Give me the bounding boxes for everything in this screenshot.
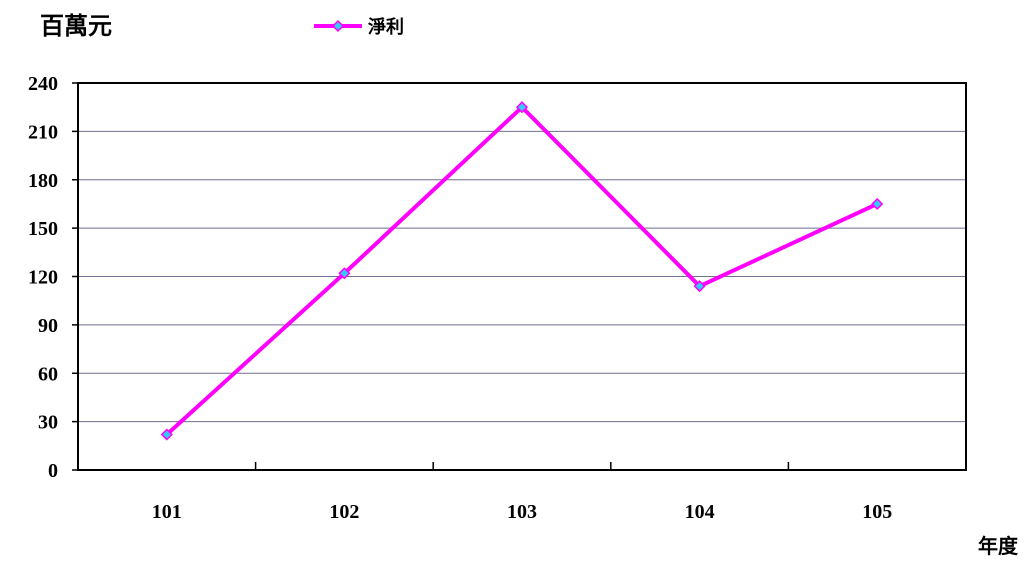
data-point-marker [338,267,351,280]
legend-series-label: 淨利 [368,16,404,38]
series-line-淨利 [165,104,879,437]
x-tick-label: 104 [685,501,715,523]
x-tick-label: 101 [152,501,182,523]
x-tick-label: 102 [329,501,359,523]
y-tick-label: 0 [48,460,58,482]
data-point-marker [871,197,884,210]
data-point-marker [160,428,173,441]
plot-area: 0 30 60 90 120 150 180 210 240 101 102 103 104 105 [28,73,967,523]
y-tick-label: 30 [38,412,58,434]
y-tick-label: 90 [38,315,58,337]
y-tick-label: 240 [28,73,58,95]
plot-frame [77,82,967,471]
y-tick-label: 120 [28,267,58,289]
legend-marker-swatch [331,19,345,33]
y-tick-label: 150 [28,218,58,240]
y-tick-label: 60 [38,363,58,385]
x-axis-unit-label: 年度 [978,534,1019,558]
legend: 淨利 [314,16,404,38]
y-tick-label: 180 [28,170,58,192]
x-tick-label: 103 [507,501,537,523]
data-point-marker [515,101,529,114]
data-point-marker [693,280,706,293]
x-tick-label: 105 [862,501,892,523]
y-tick-label: 210 [28,121,58,143]
y-axis-unit-label: 百萬元 [40,12,112,40]
